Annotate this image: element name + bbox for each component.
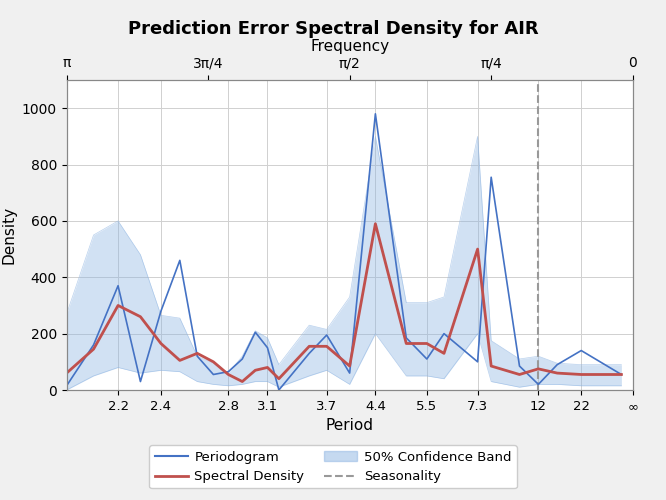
Legend: Periodogram, Spectral Density, 50% Confidence Band, Seasonality: Periodogram, Spectral Density, 50% Confi… [149, 445, 517, 488]
X-axis label: Period: Period [326, 418, 374, 434]
X-axis label: Frequency: Frequency [310, 38, 389, 54]
Y-axis label: Density: Density [1, 206, 16, 264]
Text: Prediction Error Spectral Density for AIR: Prediction Error Spectral Density for AI… [128, 20, 538, 38]
